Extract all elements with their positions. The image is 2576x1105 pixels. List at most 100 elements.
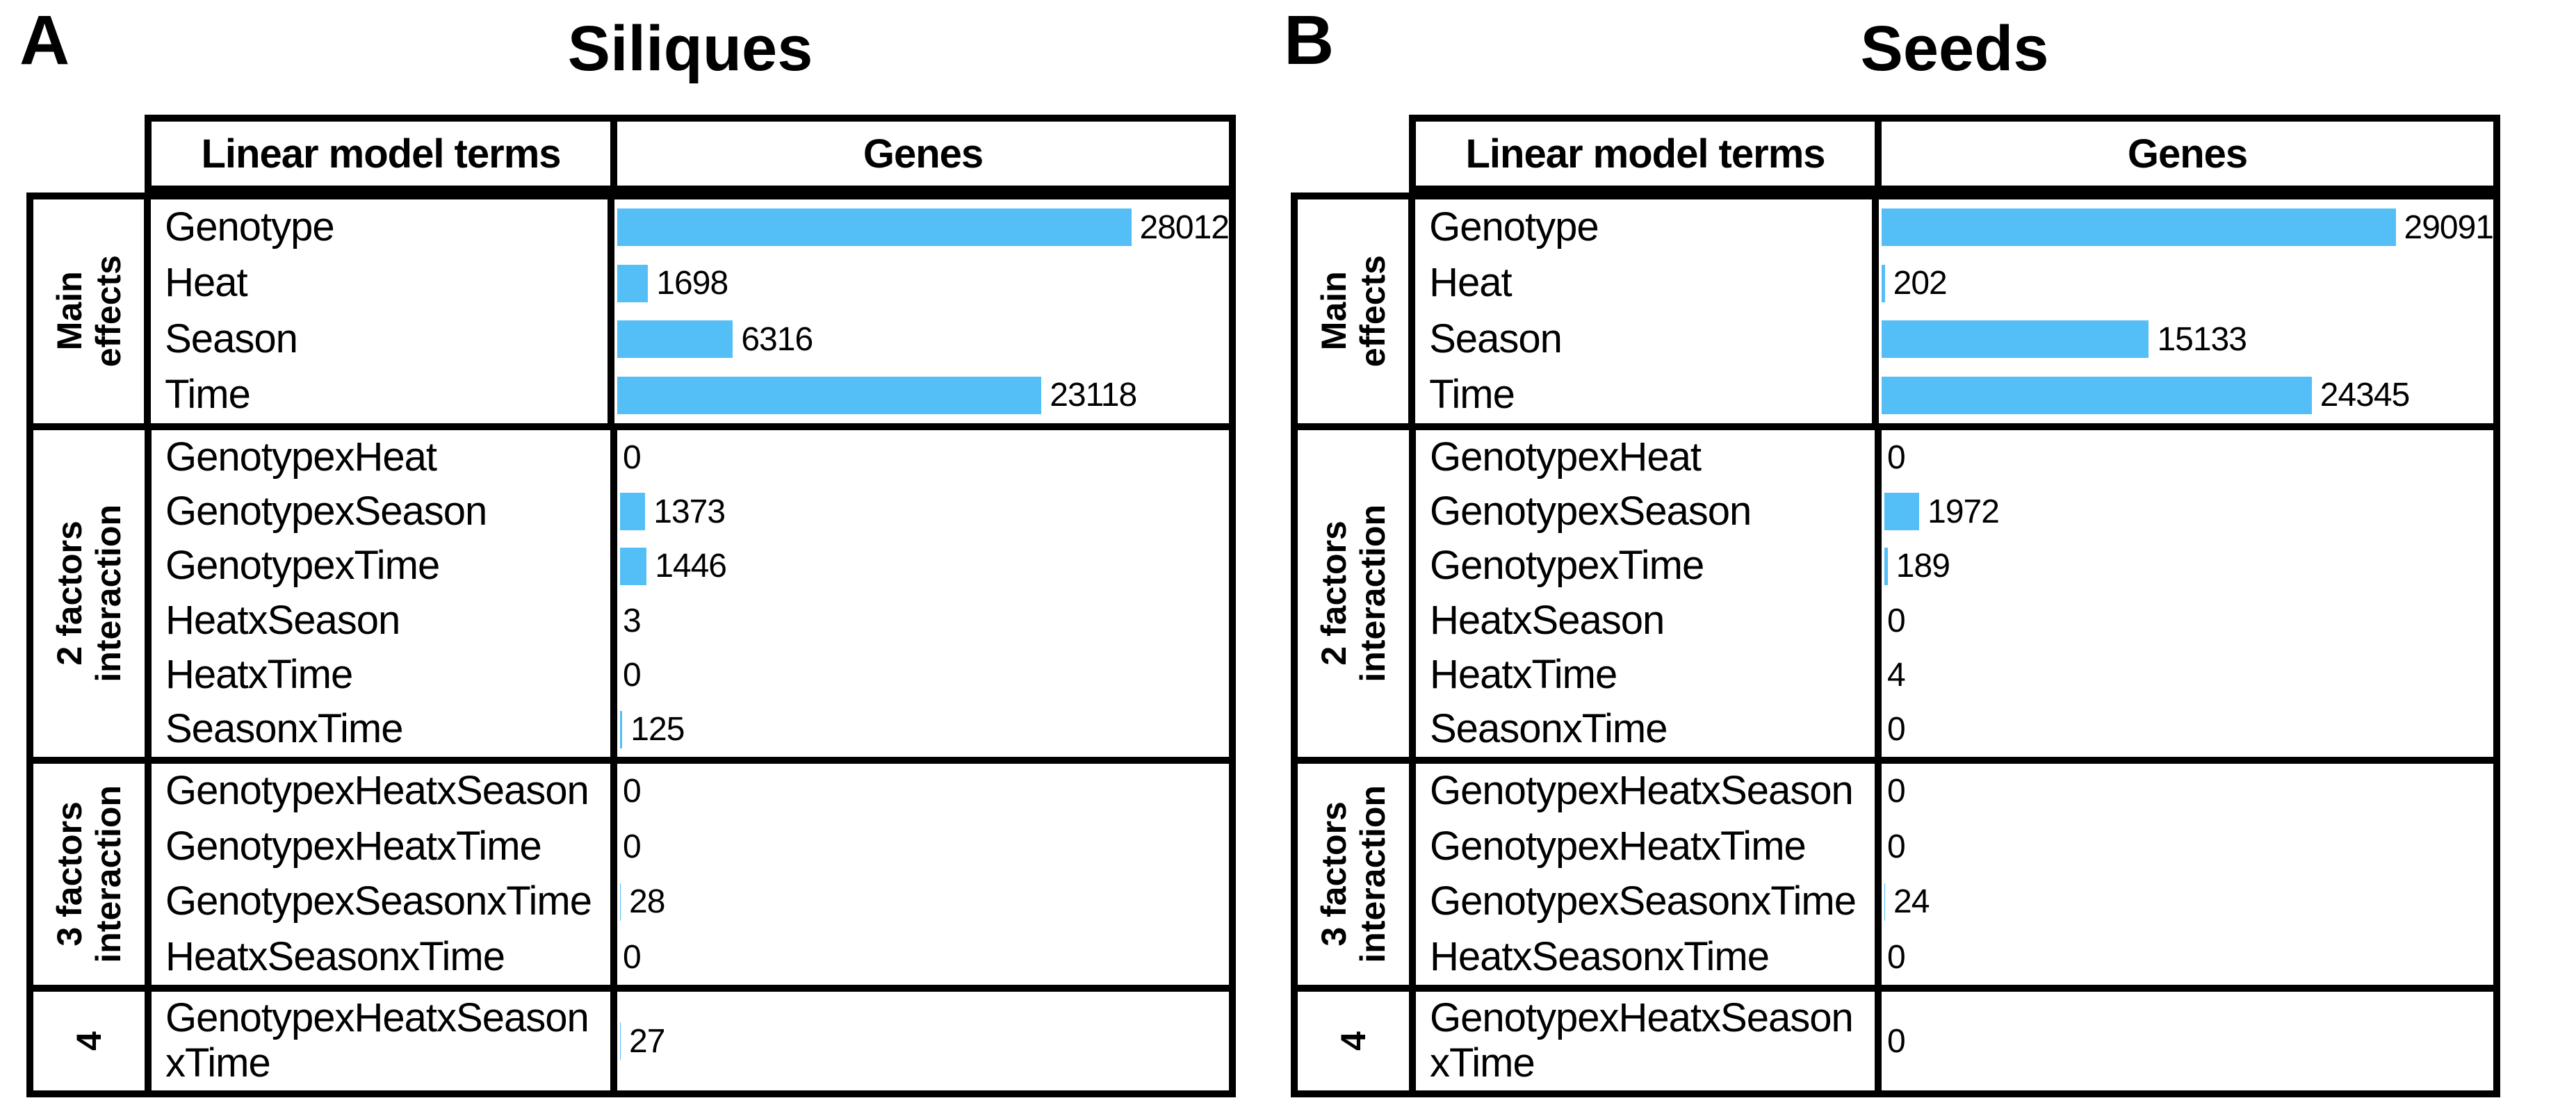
section-group-cell: 2 factors interaction xyxy=(33,430,152,757)
term-label: GenotypexTime xyxy=(1430,543,1704,589)
term-label: GenotypexHeat xyxy=(165,434,437,480)
genes-row: 27 xyxy=(617,992,1229,1090)
genes-row: 28 xyxy=(617,874,1229,930)
section-group-cell: Main effects xyxy=(1298,199,1416,423)
genes-row: 3 xyxy=(617,594,1229,648)
genes-row: 0 xyxy=(1882,430,2493,484)
genes-value-label: 28012 xyxy=(1139,208,1230,246)
genes-bar xyxy=(1881,208,2396,247)
genes-column: 27 xyxy=(617,992,1229,1090)
genes-value-label: 1972 xyxy=(1927,493,2000,530)
section-group-label: Main effects xyxy=(1314,255,1392,368)
section-group-cell: 3 factors interaction xyxy=(1298,764,1416,985)
genes-bar xyxy=(1884,883,1885,921)
genes-row: 1698 xyxy=(614,256,1229,312)
genes-bar xyxy=(620,710,623,748)
genes-value-label: 15133 xyxy=(2157,320,2247,358)
genes-row: 0 xyxy=(1882,703,2493,757)
genes-row: 6316 xyxy=(614,311,1229,368)
genes-bar xyxy=(1884,493,1920,531)
genes-row: 0 xyxy=(617,764,1229,819)
genes-row: 0 xyxy=(617,930,1229,985)
genes-value-label: 0 xyxy=(1887,828,1906,865)
section-group-label: 2 factors interaction xyxy=(50,505,128,682)
table-body: Main effects Genotype Heat Season Time 2801… xyxy=(26,193,1236,1097)
term-label: GenotypexSeasonxTime xyxy=(1430,878,1857,924)
genes-value-label: 27 xyxy=(629,1022,665,1060)
genes-value-label: 6316 xyxy=(741,320,813,358)
genes-row: 189 xyxy=(1882,539,2493,594)
genes-bar xyxy=(620,547,647,585)
table-section: 4 GenotypexHeatxSeason xTime 27 xyxy=(33,985,1229,1090)
table-header-row: Linear model terms Genes xyxy=(145,115,1236,193)
column-header-genes: Genes xyxy=(2127,131,2248,177)
genes-value-label: 0 xyxy=(623,828,642,865)
genes-value-label: 0 xyxy=(623,773,642,810)
genes-row: 0 xyxy=(1882,594,2493,648)
genes-value-label: 24345 xyxy=(2320,377,2410,414)
genes-value-label: 1373 xyxy=(653,493,726,530)
section-group-label: Main effects xyxy=(49,255,128,368)
genes-value-label: 0 xyxy=(1887,938,1906,976)
term-label: GenotypexHeatxTime xyxy=(1430,823,1807,869)
genes-row: 0 xyxy=(617,648,1229,702)
panel: B Seeds Linear model terms Genes Main ef… xyxy=(1284,0,2507,1105)
genes-value-label: 3 xyxy=(623,602,642,639)
genes-bar xyxy=(620,493,646,531)
genes-row: 4 xyxy=(1882,648,2493,702)
genes-row: 15133 xyxy=(1879,311,2493,368)
genes-row: 29091 xyxy=(1879,199,2494,256)
table-section: 2 factors interaction GenotypexHeat Genot… xyxy=(1298,423,2493,757)
table-section: 3 factors interaction GenotypexHeatxSeas… xyxy=(33,757,1229,985)
term-label: GenotypexSeason xyxy=(165,489,487,534)
genes-bar xyxy=(617,320,733,359)
genes-column: 0 1373 1446 3 0 125 xyxy=(617,430,1229,757)
genes-value-label: 4 xyxy=(1887,656,1906,694)
terms-column: GenotypexHeatxSeason xTime xyxy=(1416,992,1882,1090)
genes-value-label: 24 xyxy=(1893,883,1930,921)
genes-bar xyxy=(1881,264,1885,302)
term-label: HeatxSeason xyxy=(1430,597,1665,643)
term-label: Time xyxy=(165,372,251,418)
section-group-cell: Main effects xyxy=(33,199,152,423)
terms-column: GenotypexHeat GenotypexSeason GenotypexTim… xyxy=(1416,430,1882,757)
genes-value-label: 1446 xyxy=(655,548,727,585)
term-label: HeatxSeasonxTime xyxy=(165,933,505,979)
terms-column: GenotypexHeatxSeason GenotypexHeatxTime Ge… xyxy=(152,764,617,985)
genes-value-label: 1698 xyxy=(656,265,728,302)
term-label: GenotypexHeatxTime xyxy=(165,823,542,869)
genes-row: 0 xyxy=(1882,819,2493,875)
genes-column: 29091 202 15133 24345 xyxy=(1879,199,2494,423)
genes-column: 0 0 24 0 xyxy=(1882,764,2493,985)
term-label: Heat xyxy=(165,260,248,306)
term-label: GenotypexHeatxSeason xTime xyxy=(1430,995,1854,1086)
term-label: Heat xyxy=(1429,260,1513,306)
genes-value-label: 23118 xyxy=(1050,377,1137,414)
section-group-cell: 4 xyxy=(1298,992,1416,1090)
term-label: GenotypexHeatxSeason xyxy=(165,768,589,814)
section-group-cell: 4 xyxy=(33,992,152,1090)
term-label: GenotypexSeasonxTime xyxy=(165,878,592,924)
term-label: SeasonxTime xyxy=(1430,706,1668,752)
genes-value-label: 28 xyxy=(629,883,665,921)
genes-row: 1972 xyxy=(1882,484,2493,539)
genes-value-label: 0 xyxy=(1887,1022,1906,1060)
table-section: 4 GenotypexHeatxSeason xTime 0 xyxy=(1298,985,2493,1090)
genes-value-label: 0 xyxy=(623,439,642,476)
term-label: GenotypexSeason xyxy=(1430,489,1752,534)
genes-row: 0 xyxy=(617,430,1229,484)
genes-row: 23118 xyxy=(614,368,1229,424)
section-group-cell: 3 factors interaction xyxy=(33,764,152,985)
genes-bar xyxy=(617,264,649,302)
genes-value-label: 189 xyxy=(1896,548,1950,585)
section-group-label: 3 factors interaction xyxy=(1314,785,1392,963)
genes-value-label: 0 xyxy=(623,938,642,976)
table-header-row: Linear model terms Genes xyxy=(1409,115,2500,193)
section-group-label: 4 xyxy=(1334,1031,1373,1051)
terms-column: GenotypexHeat GenotypexSeason GenotypexTim… xyxy=(152,430,617,757)
genes-column: 0 1972 189 0 4 0 xyxy=(1882,430,2493,757)
panel-letter: B xyxy=(1284,1,1335,79)
genes-bar xyxy=(1884,547,1888,585)
term-label: HeatxTime xyxy=(165,652,353,697)
term-label: Season xyxy=(1429,316,1563,361)
